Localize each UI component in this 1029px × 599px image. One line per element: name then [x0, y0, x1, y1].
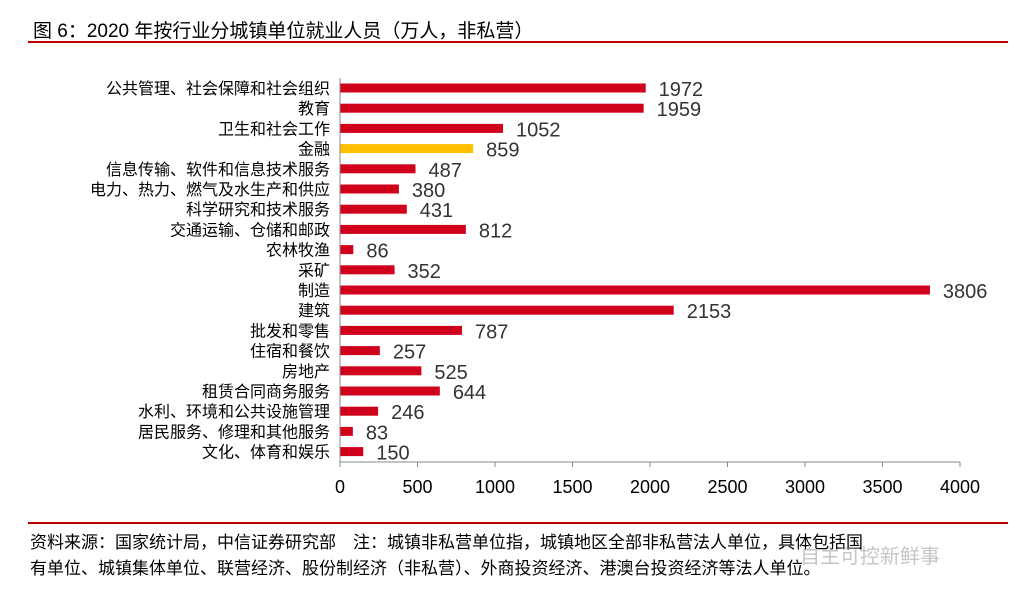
- bar: [340, 366, 422, 376]
- bar: [340, 426, 353, 436]
- category-label: 科学研究和技术服务: [186, 200, 330, 219]
- data-label: 1052: [516, 119, 561, 141]
- category-label: 农林牧渔: [266, 241, 330, 260]
- bar: [340, 325, 462, 335]
- bar: [340, 224, 466, 234]
- bar: [340, 83, 646, 93]
- data-label: 812: [479, 220, 512, 242]
- category-label: 水利、环境和公共设施管理: [138, 402, 330, 421]
- category-label: 教育: [298, 99, 330, 118]
- data-label: 525: [434, 362, 467, 384]
- x-tick-label: 1500: [552, 477, 592, 497]
- x-tick-label: 3500: [862, 477, 902, 497]
- x-tick-label: 3000: [785, 477, 825, 497]
- footer-note: 资料来源：国家统计局，中信证券研究部 注：城镇非私营单位指，城镇地区全部非私营法…: [30, 530, 1005, 582]
- bar: [340, 245, 354, 255]
- data-label: 257: [393, 342, 426, 364]
- x-tick-label: 1000: [475, 477, 515, 497]
- bar: [340, 204, 407, 214]
- bar: [340, 305, 674, 315]
- data-label: 150: [376, 443, 409, 465]
- bar: [340, 346, 380, 356]
- data-label: 1959: [657, 99, 702, 121]
- category-label: 交通运输、仓储和邮政: [170, 220, 330, 239]
- bar: [340, 265, 395, 275]
- x-tick-label: 4000: [940, 477, 980, 497]
- bar: [340, 285, 930, 295]
- category-label: 居民服务、修理和其他服务: [138, 422, 330, 441]
- category-label: 制造: [298, 281, 330, 300]
- bar: [340, 123, 504, 133]
- bar: [340, 406, 379, 416]
- data-label: 246: [391, 402, 424, 424]
- bar: [340, 144, 474, 154]
- watermark: 自主可控新鲜事: [800, 546, 940, 568]
- chart-title: 图 6：2020 年按行业分城镇单位就业人员（万人，非私营）: [33, 21, 534, 42]
- data-label: 83: [366, 422, 388, 444]
- x-tick-label: 2500: [707, 477, 747, 497]
- bar-chart: 公共管理、社会保障和社会组织 1972 教育 1959 卫生和社会工作 1052 金融 859…: [90, 78, 988, 497]
- bar: [340, 103, 644, 113]
- data-label: 431: [420, 200, 453, 222]
- bar: [340, 447, 364, 457]
- category-label: 公共管理、社会保障和社会组织: [106, 79, 330, 98]
- data-label: 487: [428, 160, 461, 182]
- category-label: 住宿和餐饮: [250, 342, 330, 361]
- footer-rule: [28, 522, 1008, 524]
- category-label: 文化、体育和娱乐: [202, 443, 330, 462]
- data-label: 380: [412, 180, 445, 202]
- category-label: 批发和零售: [250, 321, 330, 340]
- x-tick-label: 500: [402, 477, 432, 497]
- category-label: 采矿: [298, 261, 330, 280]
- data-label: 3806: [943, 281, 988, 303]
- category-label: 电力、热力、燃气及水生产和供应: [90, 180, 330, 199]
- bar: [340, 184, 399, 194]
- data-label: 1972: [659, 79, 704, 101]
- bar: [340, 164, 416, 174]
- bar: [340, 386, 440, 396]
- title-rule: [28, 41, 1008, 43]
- category-label: 金融: [298, 140, 330, 159]
- data-label: 2153: [687, 301, 732, 323]
- category-label: 建筑: [298, 301, 330, 320]
- data-label: 859: [486, 140, 519, 162]
- data-label: 644: [453, 382, 486, 404]
- category-label: 卫生和社会工作: [218, 119, 330, 138]
- x-tick-label: 2000: [630, 477, 670, 497]
- x-tick-label: 0: [335, 477, 345, 497]
- data-label: 86: [366, 241, 388, 263]
- data-label: 352: [408, 261, 441, 283]
- category-label: 房地产: [282, 362, 330, 381]
- footer-line-2: 有单位、城镇集体单位、联营经济、股份制经济（非私营）、外商投资经济、港澳台投资经…: [30, 559, 821, 578]
- category-label: 信息传输、软件和信息技术服务: [106, 160, 330, 179]
- footer-line-1: 资料来源：国家统计局，中信证券研究部 注：城镇非私营单位指，城镇地区全部非私营法…: [30, 533, 863, 552]
- category-label: 租赁合同商务服务: [202, 382, 330, 401]
- data-label: 787: [475, 321, 508, 343]
